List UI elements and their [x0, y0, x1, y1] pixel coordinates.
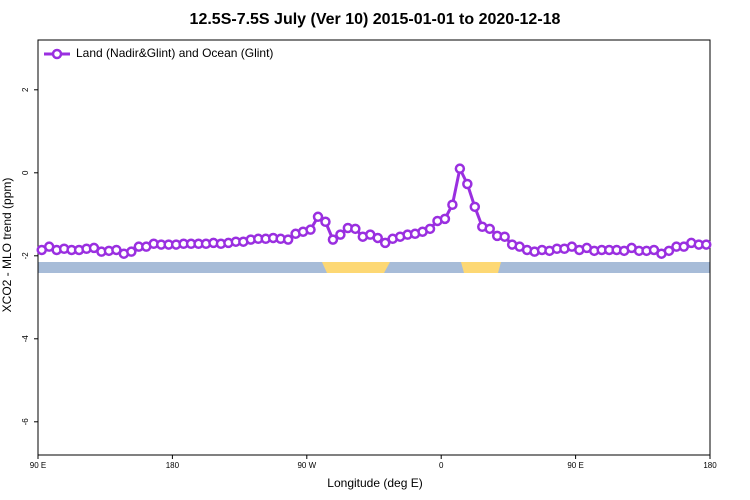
- data-point: [439, 213, 451, 225]
- x-tick-label: 180: [166, 461, 180, 470]
- data-point: [335, 229, 346, 240]
- data-point: [312, 211, 324, 223]
- data-point: [663, 245, 675, 257]
- data-point: [454, 163, 466, 174]
- data-point: [350, 223, 361, 235]
- y-tick-label: -4: [21, 335, 30, 343]
- y-tick-label: -2: [21, 252, 30, 260]
- legend-marker: [51, 48, 63, 60]
- data-point: [424, 223, 436, 235]
- data-point: [372, 232, 383, 244]
- surface-band: [38, 262, 710, 273]
- x-tick-label: 90 W: [297, 461, 316, 470]
- x-axis-label: Longitude (deg E): [327, 476, 422, 490]
- data-point: [447, 199, 458, 211]
- x-tick-label: 0: [439, 461, 444, 470]
- data-point: [126, 246, 137, 257]
- legend-label: Land (Nadir&Glint) and Ocean (Glint): [76, 46, 273, 60]
- y-tick-label: 2: [21, 87, 30, 92]
- y-axis-label: XCO2 - MLO trend (ppm): [0, 178, 14, 313]
- y-tick-label: -6: [21, 418, 30, 426]
- data-point: [499, 231, 510, 242]
- data-point: [327, 234, 339, 245]
- data-point: [379, 237, 391, 249]
- data-point: [305, 224, 316, 235]
- data-point: [701, 239, 712, 250]
- data-point: [320, 216, 331, 228]
- x-tick-label: 90 E: [30, 461, 46, 470]
- y-tick-label: 0: [21, 170, 30, 175]
- land-band: [461, 262, 501, 273]
- data-point: [462, 178, 473, 190]
- data-point: [282, 234, 294, 245]
- data-point: [484, 223, 495, 235]
- chart-title: 12.5S-7.5S July (Ver 10) 2015-01-01 to 2…: [190, 11, 561, 28]
- x-tick-label: 90 E: [567, 461, 583, 470]
- land-band: [322, 262, 390, 273]
- data-point: [469, 201, 481, 213]
- x-tick-label: 180: [703, 461, 717, 470]
